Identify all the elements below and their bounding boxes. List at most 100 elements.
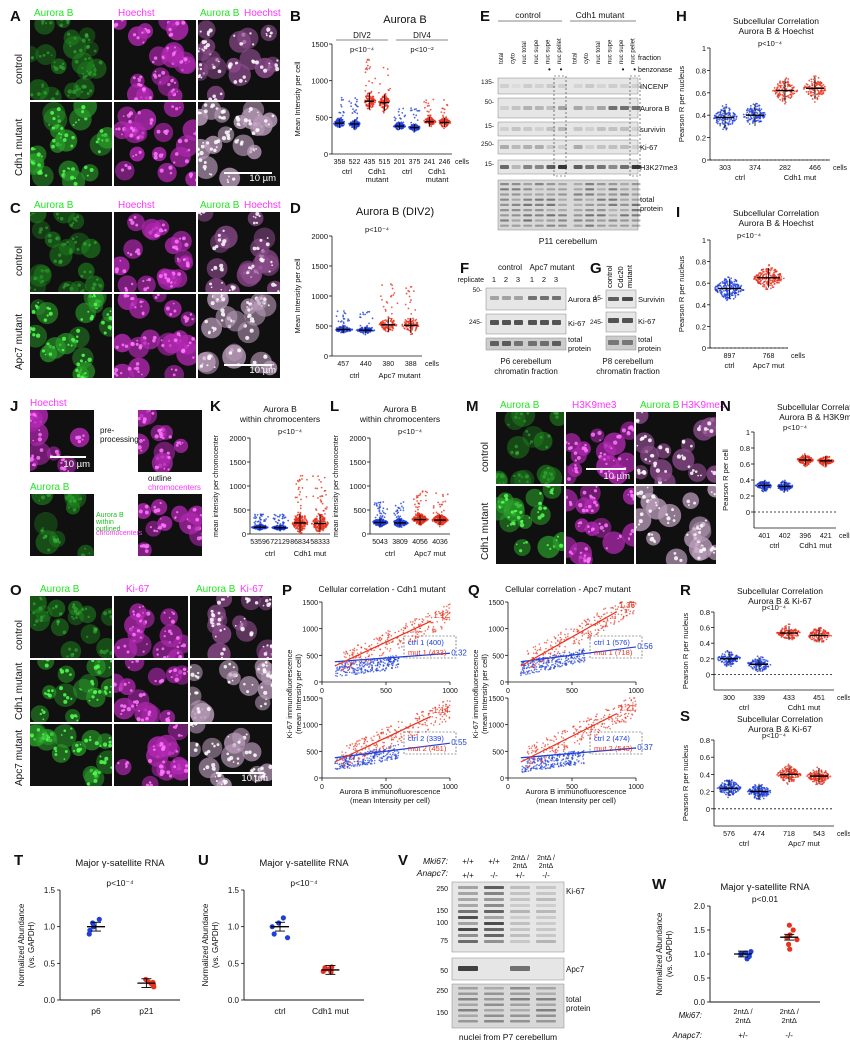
data-point [787, 78, 790, 80]
band-label: protein [638, 344, 661, 353]
data-point [716, 291, 719, 294]
nucleus [71, 52, 94, 75]
chromocenter-spot [191, 317, 194, 321]
data-point [355, 126, 358, 128]
band-label: survivin [640, 125, 665, 134]
band-label: INCENP [640, 82, 668, 91]
chromocenter-spot [139, 75, 143, 79]
data-point [821, 84, 823, 87]
chromocenter-spot [46, 51, 50, 55]
nucleus [253, 227, 276, 250]
chromocenter-spot [76, 247, 80, 251]
chromocenter-spot [144, 504, 149, 509]
data-point [390, 283, 392, 285]
chromocenter-spot [161, 153, 164, 156]
chromocenter-spot [151, 60, 155, 64]
data-point [790, 90, 793, 93]
chromocenter-spot [222, 239, 227, 244]
chromocenter-spot [245, 335, 250, 341]
total-protein-band [514, 341, 523, 346]
data-point [765, 270, 768, 273]
band-label: protein [640, 204, 663, 213]
data-point [411, 326, 414, 329]
y-tick-label: 1500 [349, 458, 366, 467]
data-point [364, 313, 366, 316]
data-point [276, 522, 279, 525]
chromocenter-spot [81, 438, 84, 441]
chromocenter-spot [159, 434, 164, 439]
band [608, 127, 618, 131]
data-point [766, 284, 769, 286]
data-point [293, 518, 296, 521]
chromocenter-spot [53, 61, 56, 64]
data-point [724, 296, 727, 298]
data-point [755, 274, 758, 277]
chromocenter-spot [46, 314, 49, 317]
blot-strip [485, 287, 567, 311]
data-point [443, 108, 446, 111]
chromocenter-spot [81, 84, 86, 89]
data-point [278, 515, 281, 518]
x-label: ctrl [265, 549, 275, 558]
nucleus [178, 255, 194, 271]
p-value: p<10⁻⁴ [758, 39, 782, 48]
total-protein-band [596, 183, 606, 186]
data-point [377, 91, 380, 94]
total-protein-band [546, 224, 556, 227]
chromocenter-spot [60, 458, 64, 462]
chromocenter-spot [81, 353, 85, 357]
chromocenter-spot [135, 223, 139, 227]
data-point [392, 320, 395, 322]
data-point [378, 516, 381, 519]
total-protein-band [523, 203, 533, 206]
data-point [299, 507, 302, 510]
total-protein-band [631, 193, 641, 196]
chromocenter-spot [147, 277, 152, 282]
chromocenter-spot [257, 111, 259, 114]
y-axis-label: Mean Intensity per cell [293, 61, 302, 136]
count-label: 5043 [372, 539, 388, 546]
data-point [723, 126, 725, 129]
data-point [428, 110, 430, 113]
data-point [770, 279, 772, 282]
data-point [322, 509, 325, 512]
chromocenter-spot [37, 437, 43, 442]
nucleus [40, 86, 62, 100]
chromocenter-spot [243, 118, 249, 123]
chromocenter-spot [58, 260, 63, 265]
chromocenter-spot [130, 342, 134, 345]
data-point [401, 324, 404, 327]
data-point [779, 86, 782, 89]
chromocenter-spot [69, 41, 71, 44]
chromocenter-spot [210, 286, 213, 289]
benzonase-label: benzonase [638, 67, 672, 74]
micrograph-a-control-aurora [30, 20, 112, 100]
chromocenter-spot [141, 312, 145, 316]
data-point [368, 322, 370, 325]
band [490, 320, 499, 325]
micrograph-canvas [30, 212, 105, 292]
chromocenter-spot [77, 283, 81, 287]
count-label: 440 [360, 361, 372, 368]
data-point [336, 310, 339, 313]
data-point [787, 94, 790, 97]
data-point [417, 109, 420, 112]
data-point [407, 307, 410, 310]
chromocenter-spot [117, 127, 121, 131]
chromocenter-spot [131, 296, 135, 301]
data-point [428, 104, 430, 107]
data-point [771, 280, 774, 283]
data-point [386, 508, 389, 511]
band [552, 320, 561, 325]
data-point [273, 518, 276, 521]
chromocenter-spot [255, 128, 260, 133]
mw-marker: 245- [469, 319, 482, 326]
data-point [346, 319, 349, 322]
data-point [385, 300, 388, 303]
mw-marker: 135- [481, 79, 494, 86]
chromocenter-spot [34, 414, 37, 418]
band [573, 106, 583, 110]
data-point [393, 116, 396, 119]
chromocenter-spot [191, 337, 195, 341]
